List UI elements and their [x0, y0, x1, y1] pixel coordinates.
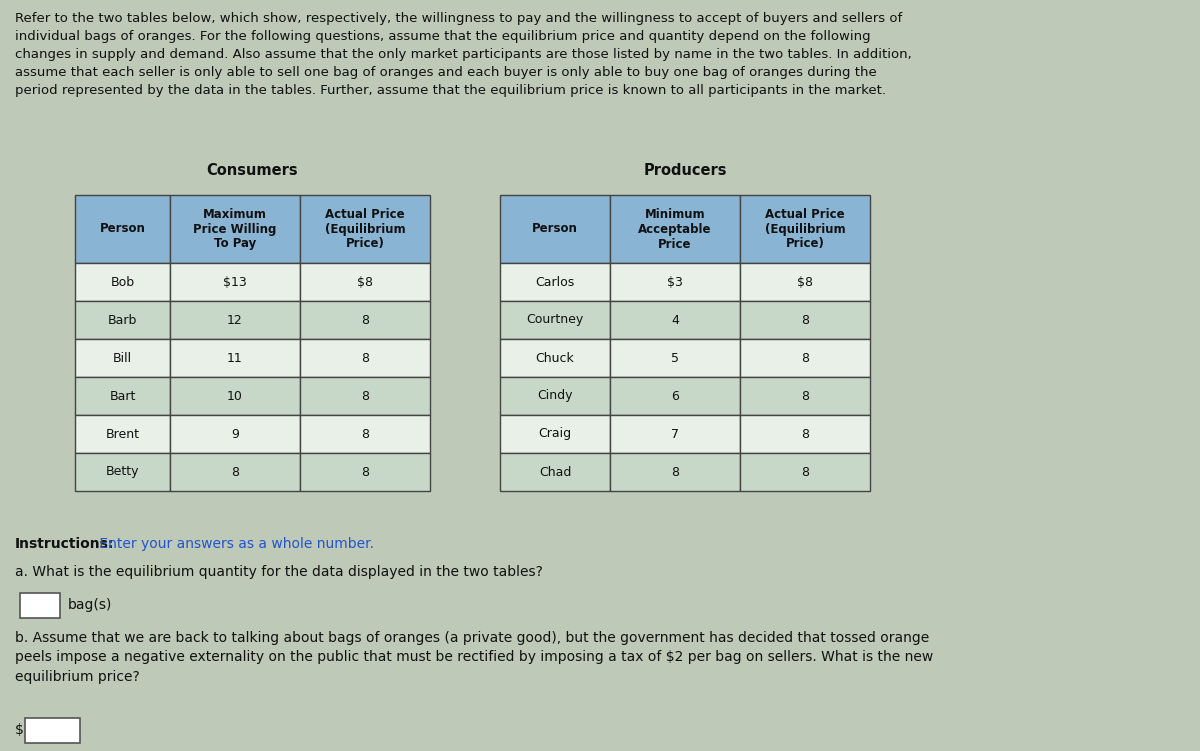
- Bar: [300, 377, 430, 415]
- Bar: [300, 453, 430, 491]
- Text: 8: 8: [361, 466, 370, 478]
- Text: Chuck: Chuck: [535, 351, 575, 364]
- Text: bag(s): bag(s): [68, 599, 113, 613]
- Bar: [74, 301, 170, 339]
- Text: Betty: Betty: [106, 466, 139, 478]
- Bar: [300, 263, 430, 301]
- Bar: [170, 301, 300, 339]
- Text: $: $: [14, 723, 24, 737]
- Text: Brent: Brent: [106, 427, 139, 441]
- Text: 8: 8: [230, 466, 239, 478]
- Bar: [740, 453, 870, 491]
- Bar: [300, 195, 430, 263]
- Text: Barb: Barb: [108, 313, 137, 327]
- Bar: [74, 377, 170, 415]
- Text: 8: 8: [361, 390, 370, 403]
- Text: Actual Price
(Equilibrium
Price): Actual Price (Equilibrium Price): [764, 207, 845, 251]
- Bar: [740, 339, 870, 377]
- Text: 6: 6: [671, 390, 679, 403]
- Bar: [610, 339, 740, 377]
- Bar: [610, 415, 740, 453]
- Text: 12: 12: [227, 313, 242, 327]
- Text: 8: 8: [802, 390, 809, 403]
- Bar: [740, 301, 870, 339]
- Text: Courtney: Courtney: [527, 313, 583, 327]
- Bar: [170, 339, 300, 377]
- Text: Bart: Bart: [109, 390, 136, 403]
- Text: Enter your answers as a whole number.: Enter your answers as a whole number.: [95, 537, 374, 551]
- Bar: [610, 377, 740, 415]
- Text: Cindy: Cindy: [538, 390, 572, 403]
- Bar: [500, 263, 610, 301]
- Bar: [74, 415, 170, 453]
- Bar: [74, 263, 170, 301]
- Bar: [20, 593, 60, 618]
- Text: Refer to the two tables below, which show, respectively, the willingness to pay : Refer to the two tables below, which sho…: [14, 12, 912, 97]
- Text: 8: 8: [361, 351, 370, 364]
- Bar: [500, 415, 610, 453]
- Text: Consumers: Consumers: [206, 163, 299, 178]
- Text: a. What is the equilibrium quantity for the data displayed in the two tables?: a. What is the equilibrium quantity for …: [14, 565, 542, 579]
- Bar: [610, 195, 740, 263]
- Bar: [300, 339, 430, 377]
- Text: $3: $3: [667, 276, 683, 288]
- Text: Producers: Producers: [643, 163, 727, 178]
- Bar: [740, 195, 870, 263]
- Text: 9: 9: [232, 427, 239, 441]
- Text: Carlos: Carlos: [535, 276, 575, 288]
- Bar: [170, 453, 300, 491]
- Text: Craig: Craig: [539, 427, 571, 441]
- Text: 8: 8: [802, 351, 809, 364]
- Text: 8: 8: [802, 313, 809, 327]
- Text: 8: 8: [671, 466, 679, 478]
- Text: 8: 8: [361, 427, 370, 441]
- Text: Bob: Bob: [110, 276, 134, 288]
- Text: 5: 5: [671, 351, 679, 364]
- Text: 10: 10: [227, 390, 242, 403]
- Bar: [500, 339, 610, 377]
- Bar: [300, 415, 430, 453]
- Bar: [74, 453, 170, 491]
- Text: $8: $8: [358, 276, 373, 288]
- Text: Minimum
Acceptable
Price: Minimum Acceptable Price: [638, 207, 712, 251]
- Text: Person: Person: [532, 222, 578, 236]
- Bar: [170, 415, 300, 453]
- Bar: [500, 301, 610, 339]
- Bar: [610, 263, 740, 301]
- Text: Actual Price
(Equilibrium
Price): Actual Price (Equilibrium Price): [325, 207, 406, 251]
- Bar: [740, 263, 870, 301]
- Text: 7: 7: [671, 427, 679, 441]
- Bar: [170, 377, 300, 415]
- Bar: [25, 718, 80, 743]
- Bar: [500, 377, 610, 415]
- Bar: [610, 453, 740, 491]
- Bar: [300, 301, 430, 339]
- Text: Maximum
Price Willing
To Pay: Maximum Price Willing To Pay: [193, 207, 277, 251]
- Text: Bill: Bill: [113, 351, 132, 364]
- Bar: [500, 453, 610, 491]
- Bar: [170, 195, 300, 263]
- Text: 11: 11: [227, 351, 242, 364]
- Text: Chad: Chad: [539, 466, 571, 478]
- Text: 8: 8: [802, 466, 809, 478]
- Text: $13: $13: [223, 276, 247, 288]
- Text: 8: 8: [802, 427, 809, 441]
- Text: $8: $8: [797, 276, 814, 288]
- Text: b. Assume that we are back to talking about bags of oranges (a private good), bu: b. Assume that we are back to talking ab…: [14, 631, 934, 684]
- Text: 4: 4: [671, 313, 679, 327]
- Bar: [74, 195, 170, 263]
- Bar: [74, 339, 170, 377]
- Bar: [170, 263, 300, 301]
- Text: 8: 8: [361, 313, 370, 327]
- Bar: [740, 415, 870, 453]
- Text: Instructions:: Instructions:: [14, 537, 114, 551]
- Text: Person: Person: [100, 222, 145, 236]
- Bar: [500, 195, 610, 263]
- Bar: [740, 377, 870, 415]
- Bar: [610, 301, 740, 339]
